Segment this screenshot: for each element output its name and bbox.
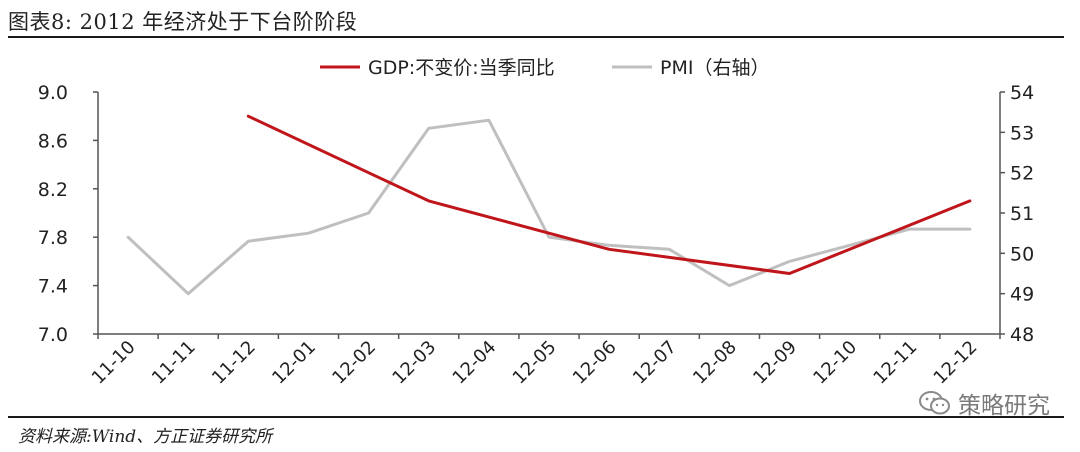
y-left-tick-label: 9.0 [38,82,68,104]
x-tick-label: 12-06 [569,337,621,389]
y-right-tick-label: 48 [1010,324,1034,346]
y-left-tick-label: 7.4 [38,276,68,298]
x-tick-label: 12-02 [328,337,380,389]
x-tick-label: 12-09 [749,337,801,389]
chart-legend: GDP:不变价:当季同比 PMI（右轴） [320,57,769,79]
y-left-tick-label: 7.0 [38,324,68,346]
x-tick-label: 12-08 [689,337,741,389]
y-left-tick-label: 8.6 [38,130,68,152]
x-tick-label: 11-10 [88,337,140,389]
top-rule [8,36,1064,38]
x-tick-label: 12-03 [388,337,440,389]
y-right-tick-label: 52 [1010,163,1034,185]
x-tick-label: 12-04 [449,337,501,389]
x-tick-label: 12-07 [629,337,681,389]
pmi-series-line [126,118,972,296]
x-tick-label: 12-05 [509,337,561,389]
legend-label: PMI（右轴） [660,57,769,79]
x-tick-label: 12-12 [930,337,982,389]
x-tick-label: 12-10 [809,337,861,389]
watermark: 策略研究 [918,386,1050,420]
y-right-tick-label: 53 [1010,122,1034,144]
x-tick-label: 12-01 [268,337,320,389]
wechat-icon [919,391,950,415]
x-tick-label: 12-11 [869,337,921,389]
figure-title: 图表8: 2012 年经济处于下台阶阶段 [8,10,358,34]
x-tick-label: 11-12 [208,337,260,389]
y-right-tick-label: 54 [1010,82,1034,104]
chart-series [126,114,972,296]
x-tick-label: 11-11 [148,337,200,389]
source-note: 资料来源:Wind、方正证券研究所 [18,427,273,447]
bottom-rule [8,416,1064,418]
y-right-tick-label: 50 [1010,243,1034,265]
legend-label: GDP:不变价:当季同比 [368,57,555,79]
gdp-series-line [246,114,972,275]
y-right-tick-label: 51 [1010,203,1034,225]
y-left-tick-label: 7.8 [38,227,68,249]
y-right-tick-label: 49 [1010,284,1034,306]
watermark-text: 策略研究 [958,393,1050,419]
y-left-tick-label: 8.2 [38,179,68,201]
